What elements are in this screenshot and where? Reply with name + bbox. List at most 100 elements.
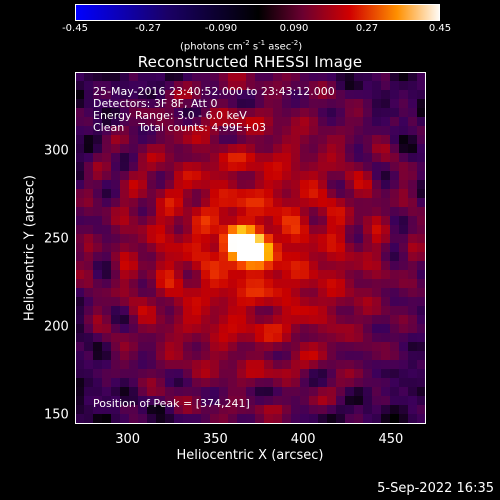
heatmap-cell [417,324,426,333]
heatmap-cell [120,162,129,171]
heatmap-cell [309,198,318,207]
heatmap-cell [75,162,84,171]
plot-date: 5-Sep-2022 16:35 [377,481,494,496]
heatmap-cell [192,207,201,216]
heatmap-cell [309,234,318,243]
heatmap-cell [381,81,390,90]
heatmap-cell [201,171,210,180]
heatmap-cell [237,261,246,270]
heatmap-cell [75,351,84,360]
heatmap-cell [273,234,282,243]
heatmap-cell [255,108,264,117]
heatmap-cell [381,297,390,306]
heatmap-cell [408,81,417,90]
heatmap-cell [75,378,84,387]
heatmap-cell [165,297,174,306]
heatmap-cell [273,396,282,405]
heatmap-cell [345,297,354,306]
heatmap-cell [318,288,327,297]
heatmap-cell [399,297,408,306]
heatmap-cell [390,369,399,378]
heatmap-cell [183,243,192,252]
heatmap-cell [201,144,210,153]
heatmap-cell [354,396,363,405]
heatmap-cell [174,243,183,252]
heatmap-cell [390,261,399,270]
heatmap-cell [390,288,399,297]
heatmap-cell [237,90,246,99]
heatmap-cell [84,198,93,207]
heatmap-cell [408,126,417,135]
heatmap-cell [111,333,120,342]
heatmap-cell [417,189,426,198]
heatmap-cell [228,279,237,288]
heatmap-cell [93,261,102,270]
heatmap-cell [327,81,336,90]
heatmap-cell [102,189,111,198]
heatmap-cell [327,243,336,252]
heatmap-cell [210,135,219,144]
heatmap-cell [237,135,246,144]
heatmap-cell [300,117,309,126]
heatmap-cell [336,396,345,405]
heatmap-cell [255,81,264,90]
heatmap-cell [246,297,255,306]
plot-frame [75,72,426,424]
heatmap-cell [390,99,399,108]
heatmap-cell [219,306,228,315]
heatmap-cell [273,378,282,387]
heatmap-cell [147,351,156,360]
heatmap-cell [147,126,156,135]
heatmap-cell [129,288,138,297]
heatmap-cell [246,324,255,333]
heatmap-cell [255,315,264,324]
heatmap-cell [84,171,93,180]
heatmap-cell [111,135,120,144]
heatmap-cell [165,72,174,81]
heatmap-cell [291,315,300,324]
heatmap-cell [120,351,129,360]
heatmap-cell [120,288,129,297]
heatmap-cell [255,162,264,171]
heatmap-cell [417,387,426,396]
heatmap-cell [156,261,165,270]
heatmap-cell [318,234,327,243]
heatmap-cell [219,171,228,180]
heatmap-cell [201,135,210,144]
heatmap-cell [237,297,246,306]
heatmap-cell [84,252,93,261]
heatmap-cell [291,279,300,288]
heatmap-cell [381,324,390,333]
heatmap-cell [390,216,399,225]
heatmap-cell [300,333,309,342]
heatmap-cell [147,378,156,387]
heatmap-cell [138,369,147,378]
heatmap-cell [156,198,165,207]
heatmap-cell [174,135,183,144]
heatmap-cell [84,243,93,252]
heatmap-cell [201,234,210,243]
heatmap-cell [309,306,318,315]
heatmap-cell [156,405,165,414]
heatmap-cell [327,144,336,153]
heatmap-cell [282,351,291,360]
heatmap-cell [345,252,354,261]
heatmap-cell [390,333,399,342]
heatmap-cell [120,360,129,369]
heatmap-cell [192,135,201,144]
heatmap-cell [183,252,192,261]
heatmap-cell [84,180,93,189]
heatmap-cell [300,360,309,369]
heatmap-cell [282,180,291,189]
heatmap-cell [228,261,237,270]
heatmap-cell [273,297,282,306]
heatmap-cell [228,99,237,108]
heatmap-cell [138,126,147,135]
heatmap-cell [174,126,183,135]
heatmap-cell [111,144,120,153]
heatmap-cell [408,234,417,243]
heatmap-cell [255,387,264,396]
heatmap-cell [345,189,354,198]
heatmap-cell [318,72,327,81]
heatmap-cell [372,216,381,225]
